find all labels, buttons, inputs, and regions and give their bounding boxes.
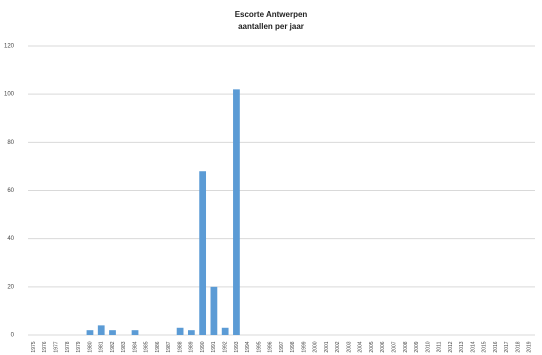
bar [221,327,229,335]
x-tick-label: 2014 [470,341,476,352]
x-tick-label: 1979 [76,341,82,352]
x-tick-label: 2005 [369,341,375,352]
bar [86,330,94,335]
x-tick-label: 2001 [324,341,330,352]
x-tick-label: 2010 [425,341,431,352]
x-tick-label: 1985 [144,341,150,352]
x-tick-label: 2016 [493,341,499,352]
x-tick-label: 1987 [166,341,172,352]
x-tick-label: 2017 [504,341,510,352]
x-tick-label: 2019 [527,341,533,352]
x-tick-label: 1975 [31,341,37,352]
bar [187,330,195,335]
bar [109,330,116,335]
y-tick-label: 40 [7,236,14,242]
bar [176,327,184,335]
x-tick-label: 1978 [65,341,71,352]
bar [233,89,240,335]
y-tick-label: 0 [11,333,15,339]
x-tick-label: 2006 [380,341,386,352]
x-tick-label: 2015 [482,341,488,352]
x-tick-label: 1993 [234,341,240,352]
x-tick-label: 1990 [200,341,206,352]
x-tick-label: 1998 [290,341,296,352]
x-tick-label: 2011 [437,341,443,352]
x-tick-label: 2009 [414,341,420,352]
x-tick-label: 1976 [42,341,48,352]
x-tick-label: 1982 [110,341,116,352]
y-tick-label: 100 [4,92,15,98]
x-tick-label: 1996 [268,341,274,352]
bar [210,286,218,335]
x-tick-label: 2018 [515,341,521,352]
x-tick-label: 2013 [459,341,465,352]
x-tick-label: 2004 [358,341,364,352]
x-tick-label: 2000 [313,341,319,352]
x-tick-label: 1995 [256,341,262,352]
y-tick-label: 120 [4,44,15,50]
x-tick-label: 1992 [222,341,228,352]
x-tick-label: 1991 [211,341,217,352]
x-tick-label: 1988 [177,341,183,352]
chart-title: Escorte Antwerpen [235,10,308,19]
x-tick-label: 2002 [335,341,341,352]
x-tick-label: 1980 [87,341,93,352]
y-tick-label: 80 [7,140,14,146]
x-tick-label: 2003 [346,341,352,352]
x-tick-label: 1997 [279,341,285,352]
x-tick-label: 1984 [132,341,138,352]
x-tick-label: 1977 [53,341,59,352]
x-tick-label: 2007 [391,341,397,352]
x-tick-label: 1986 [155,341,161,352]
y-tick-label: 20 [7,284,14,290]
x-tick-label: 1983 [121,341,127,352]
x-tick-label: 1999 [301,341,307,352]
x-tick-label: 1994 [245,341,251,352]
x-tick-label: 1989 [189,341,195,352]
bar [199,171,207,335]
chart-subtitle: aantallen per jaar [238,22,304,31]
y-tick-label: 60 [7,188,14,194]
x-tick-label: 2008 [403,341,409,352]
bar [97,325,105,335]
x-tick-label: 2012 [448,341,454,352]
bar [131,330,139,335]
x-tick-label: 1981 [99,341,105,352]
